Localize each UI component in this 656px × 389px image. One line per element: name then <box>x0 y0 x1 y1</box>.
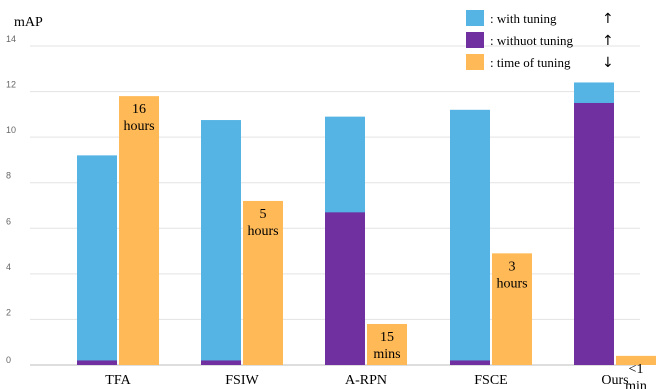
bar-without-tuning <box>574 102 614 365</box>
bar-time-label: min <box>625 379 647 389</box>
legend: : with tuning ↑ : withuot tuning ↑ : time of… <box>466 10 614 71</box>
y-axis-ticks: 0 2 4 6 8 10 12 14 <box>6 34 16 365</box>
bar-without-tuning <box>77 360 117 365</box>
bar-with-tuning <box>201 120 241 365</box>
y-tick-label: 4 <box>6 262 11 272</box>
bar-time-label: 3 <box>509 259 516 274</box>
bar-time-of-tuning <box>367 323 407 365</box>
arrow-up-icon: ↑ <box>602 33 614 49</box>
x-axis-categories: TFA FSIW A-RPN FSCE Ours <box>105 373 628 388</box>
x-category-label: TFA <box>105 373 131 388</box>
bar-time-labels: 16 hours 5 hours 15 mins 3 hours <1 min <box>123 102 646 389</box>
x-category-label: Ours <box>601 373 628 388</box>
bar-time-label: hours <box>247 224 278 239</box>
arrow-up-icon: ↑ <box>602 11 614 27</box>
y-tick-label: 8 <box>6 171 11 181</box>
bar-with-tuning <box>77 155 117 365</box>
bar-time-label: 16 <box>132 102 146 117</box>
y-tick-label: 12 <box>6 80 16 90</box>
bar-with-tuning <box>450 109 490 365</box>
x-category-label: FSIW <box>225 373 259 388</box>
legend-swatch <box>466 32 484 48</box>
bar-time-label: 15 <box>380 330 394 345</box>
bar-without-tuning <box>201 360 241 365</box>
bar-without-tuning <box>450 360 490 365</box>
bars <box>77 82 656 365</box>
y-axis-label: mAP <box>14 15 43 30</box>
legend-swatch <box>466 54 484 70</box>
bar-time-of-tuning <box>243 200 283 365</box>
bar-time-of-tuning <box>119 96 159 365</box>
bar-time-label: mins <box>373 347 400 362</box>
y-tick-label: 14 <box>6 34 16 44</box>
legend-label: : withuot tuning <box>490 33 574 48</box>
x-category-label: FSCE <box>474 373 507 388</box>
y-tick-label: 10 <box>6 125 16 135</box>
arrow-down-icon: ↓ <box>602 55 614 71</box>
bar-without-tuning <box>325 212 365 365</box>
legend-label: : time of tuning <box>490 55 571 70</box>
bar-time-label: hours <box>123 119 154 134</box>
bar-time-of-tuning <box>492 253 532 365</box>
legend-swatch <box>466 10 484 26</box>
bar-time-label: <1 <box>629 362 644 377</box>
bar-time-of-tuning <box>616 355 656 365</box>
legend-label: : with tuning <box>490 11 557 26</box>
y-tick-label: 6 <box>6 216 11 226</box>
y-tick-label: 0 <box>6 355 11 365</box>
bar-time-label: hours <box>496 276 527 291</box>
y-tick-label: 2 <box>6 307 11 317</box>
bar-time-label: 5 <box>260 207 267 222</box>
x-category-label: A-RPN <box>345 373 387 388</box>
